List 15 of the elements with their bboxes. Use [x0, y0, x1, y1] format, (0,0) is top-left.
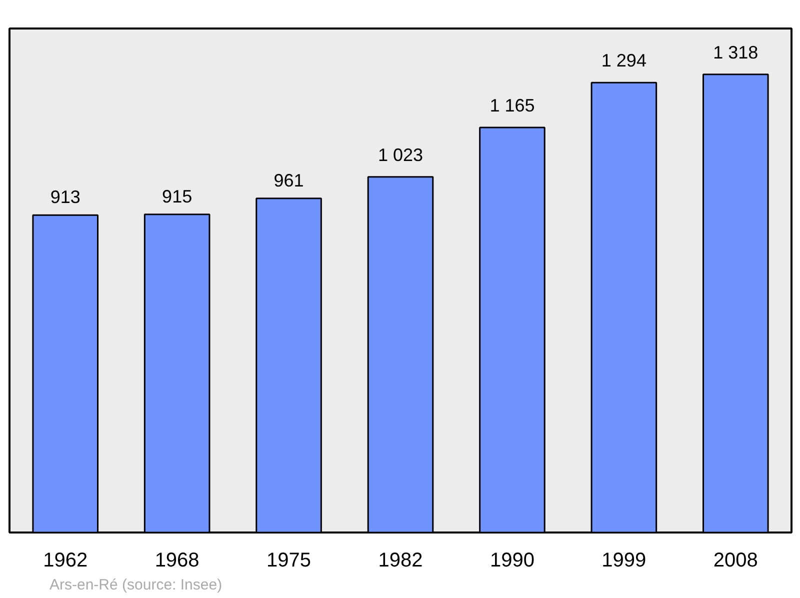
- text: Ars-en-Ré (source: Insee): [50, 576, 222, 594]
- x-tick-label: 1982: [378, 550, 423, 572]
- data-label: 915: [162, 186, 192, 206]
- x-tick-label: 2008: [713, 550, 758, 572]
- data-label: 1 318: [713, 42, 758, 62]
- data-label: 1 294: [601, 50, 646, 71]
- data-label: 1 023: [378, 144, 424, 165]
- x-tick-label: 1999: [602, 550, 646, 572]
- x-tick-label: 1968: [154, 550, 200, 572]
- data-label: 1 165: [490, 96, 535, 116]
- x-tick-label: 1975: [266, 550, 312, 572]
- x-tick-label: 1962: [43, 550, 88, 572]
- x-tick-label: 1990: [490, 550, 534, 572]
- data-label: 913: [50, 187, 80, 208]
- data-label: 961: [274, 170, 304, 190]
